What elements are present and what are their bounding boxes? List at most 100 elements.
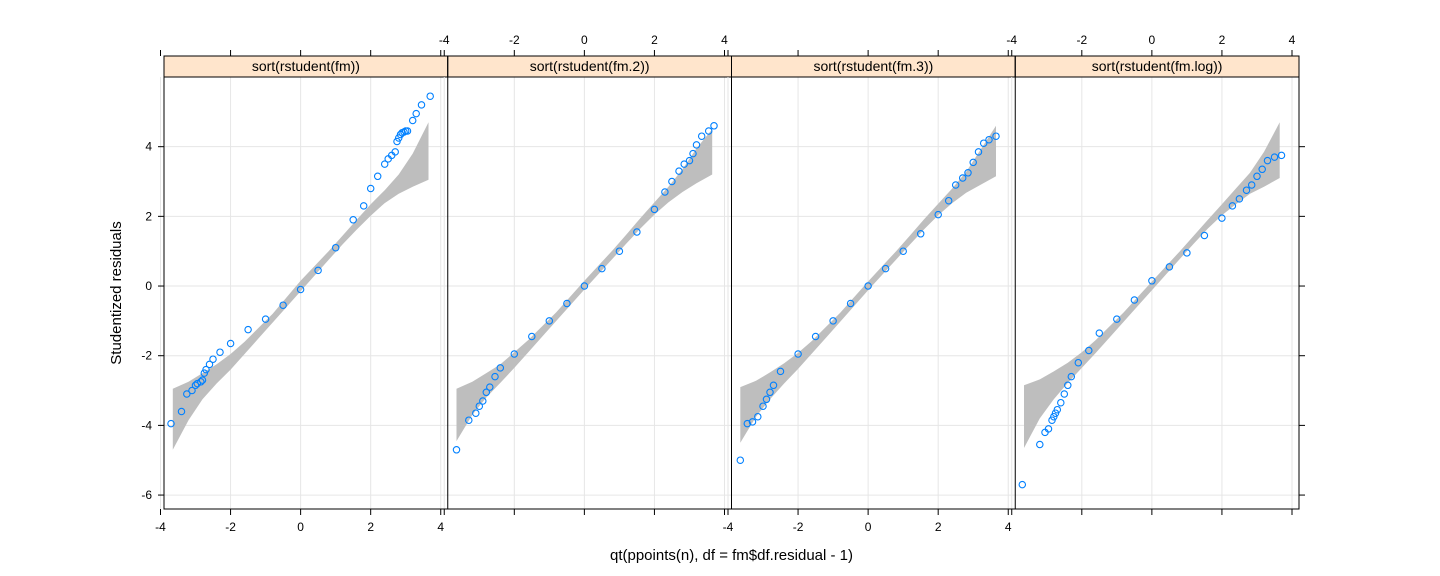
data-point [615, 247, 624, 255]
data-point [475, 402, 484, 410]
x-tick-label: 2 [367, 520, 374, 534]
x-tick-label: -2 [225, 520, 236, 534]
data-point [198, 376, 207, 384]
data-point [366, 184, 375, 193]
data-point [1218, 214, 1226, 222]
y-tick-label: -4 [141, 418, 152, 432]
data-point [951, 181, 960, 189]
data-point [598, 264, 606, 273]
data-point [1067, 372, 1076, 381]
data-point [408, 116, 417, 125]
data-point [754, 412, 762, 421]
data-point [403, 127, 412, 135]
data-point [668, 177, 676, 186]
data-point [1053, 405, 1062, 414]
data-point [1060, 390, 1069, 398]
data-point [209, 355, 217, 363]
data-point [1057, 398, 1065, 407]
data-point [794, 350, 802, 358]
x-tick-label: 0 [581, 33, 588, 47]
data-point [563, 299, 571, 308]
panel-strip-label: sort(rstudent(fm.3)) [813, 58, 933, 74]
data-point [1018, 480, 1027, 489]
data-point [736, 456, 745, 464]
data-point [452, 446, 461, 454]
data-point [1242, 186, 1251, 194]
data-point [944, 196, 953, 205]
data-point [188, 386, 196, 395]
x-tick-label: -4 [155, 520, 166, 534]
data-point [417, 101, 426, 109]
data-point [958, 174, 967, 182]
data-point [675, 167, 683, 175]
plot-frame [163, 55, 1300, 510]
y-tick-label: 4 [145, 140, 152, 154]
x-tick-label: -4 [1006, 33, 1017, 47]
data-point [528, 332, 536, 341]
data-point [1183, 249, 1191, 257]
data-point [261, 315, 270, 323]
x-tick-label: 4 [1289, 33, 1296, 47]
data-point [226, 339, 235, 348]
data-point [846, 299, 855, 308]
data-point [748, 418, 757, 426]
panel-3: sort(rstudent(fm.3)) [727, 55, 1016, 509]
data-point [633, 228, 641, 236]
data-point [191, 381, 200, 390]
data-point [1036, 440, 1044, 449]
data-point [864, 282, 872, 290]
x-tick-label: 4 [437, 520, 444, 534]
data-point [1095, 329, 1104, 337]
data-point [1235, 195, 1244, 203]
data-point [766, 388, 774, 397]
data-point [704, 127, 713, 135]
x-tick-label: -4 [723, 520, 734, 534]
data-point [491, 372, 499, 381]
data-point [1074, 358, 1083, 367]
data-point [974, 148, 983, 156]
data-point [482, 388, 491, 397]
data-point [689, 149, 697, 158]
confidence-band [740, 125, 996, 443]
data-point [680, 160, 688, 168]
data-point [393, 137, 401, 146]
data-point [881, 264, 890, 273]
data-point [545, 317, 554, 325]
data-point [496, 364, 505, 372]
data-point [661, 188, 669, 196]
x-tick-label: 2 [1219, 33, 1226, 47]
data-point [650, 205, 659, 214]
data-point [829, 317, 837, 325]
data-point [969, 158, 977, 167]
data-point [1085, 346, 1093, 355]
data-point [692, 141, 701, 149]
y-tick-label: -6 [141, 488, 152, 502]
data-point [979, 139, 988, 147]
x-tick-label: 0 [1149, 33, 1156, 47]
data-point [1247, 181, 1256, 189]
data-point [183, 390, 191, 398]
data-point [400, 128, 408, 136]
panel-4: sort(rstudent(fm.log)) [1011, 55, 1300, 509]
data-point [426, 92, 434, 100]
data-point [177, 407, 186, 416]
data-point [1277, 151, 1286, 160]
data-point [1253, 172, 1261, 181]
data-point [373, 172, 382, 181]
panels-layer: sort(rstudent(fm)) sort(rstudent(fm.2)) so… [159, 55, 1300, 509]
x-tick-label: -2 [793, 520, 804, 534]
data-point [934, 210, 942, 219]
data-point [167, 419, 175, 428]
data-point [743, 419, 752, 428]
axes-layer: -4 -2 0 2 4 -4 -2 0 2 4 -4 -2 0 2 4 -4 -2 0 2 4 -6 -4 -2 0 2 4 [141, 33, 1305, 534]
data-point [580, 282, 589, 290]
data-point [197, 378, 205, 386]
data-point [331, 243, 340, 252]
x-tick-label: -2 [509, 33, 520, 47]
x-tick-label: -2 [1076, 33, 1087, 47]
y-tick-label: -2 [141, 349, 152, 363]
data-point [510, 350, 519, 358]
data-point [1048, 416, 1056, 424]
x-tick-label: 4 [1005, 520, 1012, 534]
